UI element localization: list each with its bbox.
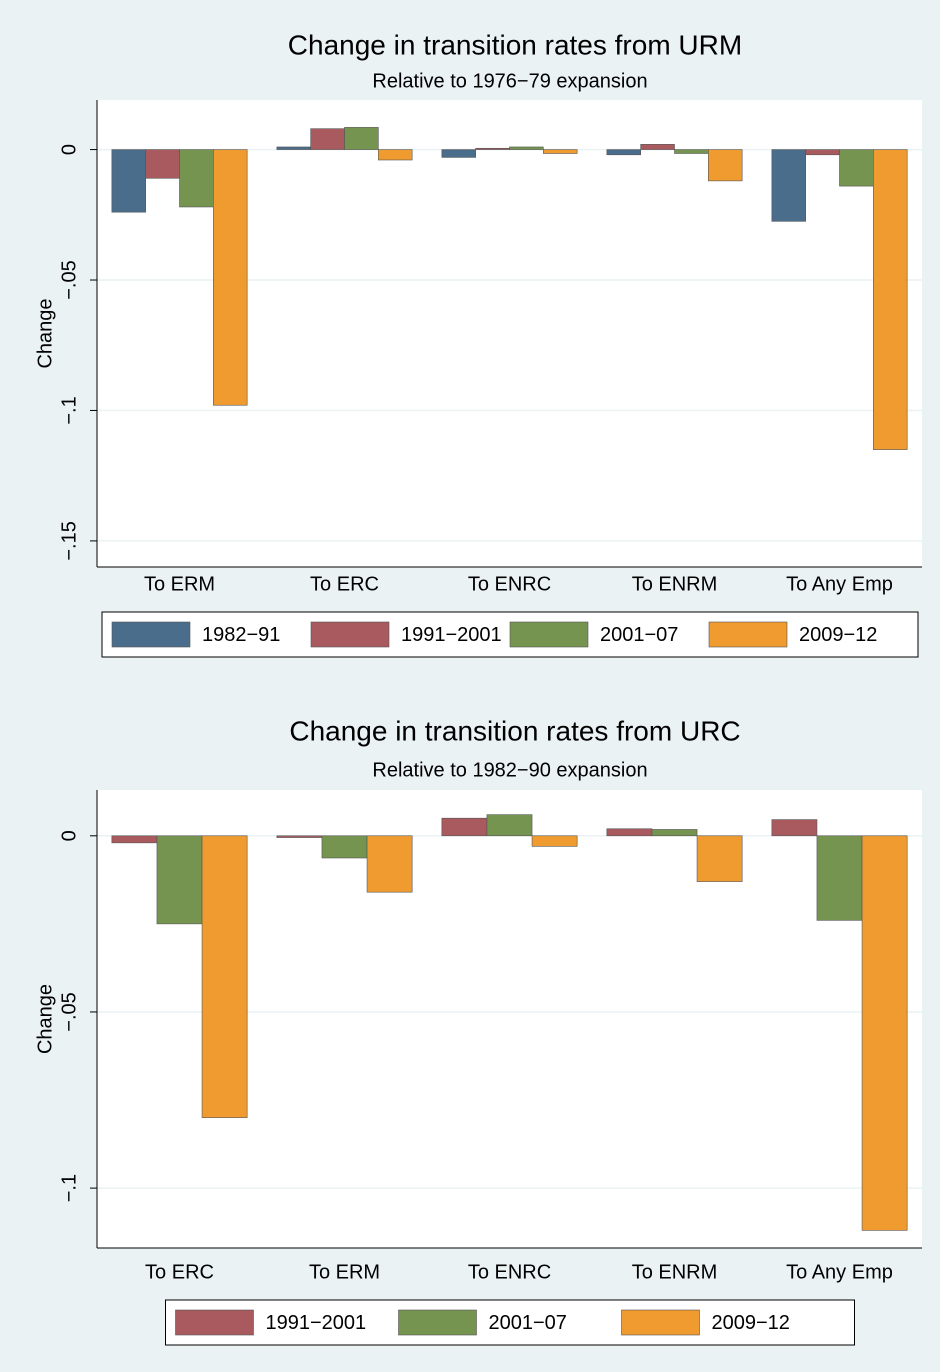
bar <box>861 835 908 1231</box>
y-axis-label: Change <box>34 984 56 1054</box>
x-tick-label: To ERC <box>145 1261 214 1283</box>
legend-swatch <box>310 621 390 648</box>
bar <box>816 835 863 921</box>
legend-swatch <box>175 1309 254 1336</box>
bar <box>276 835 323 838</box>
bar <box>839 149 874 187</box>
x-tick-label: To ENRC <box>468 573 551 595</box>
bar <box>475 147 510 150</box>
bar <box>111 835 158 844</box>
bar <box>321 835 368 859</box>
legend-swatch <box>398 1309 477 1336</box>
legend-box <box>165 1299 855 1346</box>
bar <box>111 149 146 213</box>
bar <box>156 835 203 925</box>
bar <box>771 149 806 222</box>
bar <box>531 835 578 847</box>
bar <box>344 127 379 150</box>
y-tick-label: −.05 <box>58 260 80 299</box>
chart-title: Change in transition rates from URM <box>288 29 742 60</box>
bar <box>378 149 413 161</box>
bar <box>696 835 743 882</box>
bar <box>201 835 248 1118</box>
bar <box>674 149 709 154</box>
x-tick-label: To ERC <box>310 573 379 595</box>
legend-label: 2009−12 <box>712 1312 790 1334</box>
chart-title: Change in transition rates from URC <box>289 715 740 746</box>
y-tick-label: −.1 <box>58 1174 80 1202</box>
bar <box>145 149 180 179</box>
bar <box>213 149 248 406</box>
bar <box>606 828 653 837</box>
y-tick-label: 0 <box>58 144 80 155</box>
bar <box>543 149 578 154</box>
legend-swatch <box>621 1309 700 1336</box>
x-tick-label: To ENRM <box>632 1261 718 1283</box>
bar <box>366 835 413 893</box>
y-axis-label: Change <box>34 298 56 368</box>
legend-label: 2001−07 <box>600 624 678 646</box>
legend-label: 1991−2001 <box>266 1312 367 1334</box>
bar <box>486 814 533 837</box>
bar <box>179 149 214 208</box>
bar <box>606 149 641 156</box>
legend-swatch <box>111 621 191 648</box>
bar <box>873 149 908 450</box>
legend-swatch <box>708 621 788 648</box>
x-tick-label: To ERM <box>144 573 215 595</box>
chart-subtitle: Relative to 1976−79 expansion <box>372 70 647 92</box>
x-tick-label: To Any Emp <box>786 1261 893 1283</box>
x-tick-label: To ERM <box>309 1261 380 1283</box>
bar <box>805 149 840 156</box>
bar <box>276 146 311 150</box>
chart-subtitle: Relative to 1982−90 expansion <box>372 759 647 781</box>
bar <box>708 149 743 182</box>
y-tick-label: 0 <box>58 830 80 841</box>
bar <box>441 817 488 837</box>
legend-label: 1982−91 <box>202 624 280 646</box>
legend-label: 2001−07 <box>489 1312 567 1334</box>
bar <box>771 819 818 837</box>
bar <box>441 149 476 158</box>
x-tick-label: To ENRM <box>632 573 718 595</box>
bar <box>651 829 698 837</box>
bar <box>509 146 544 150</box>
legend-label: 2009−12 <box>799 624 877 646</box>
x-tick-label: To Any Emp <box>786 573 893 595</box>
legend-swatch <box>509 621 589 648</box>
bar <box>640 144 675 150</box>
legend-label: 1991−2001 <box>401 624 502 646</box>
y-tick-label: −.05 <box>58 992 80 1031</box>
y-tick-label: −.15 <box>58 521 80 560</box>
bar <box>310 128 345 150</box>
x-tick-label: To ENRC <box>468 1261 551 1283</box>
y-tick-label: −.1 <box>58 396 80 424</box>
